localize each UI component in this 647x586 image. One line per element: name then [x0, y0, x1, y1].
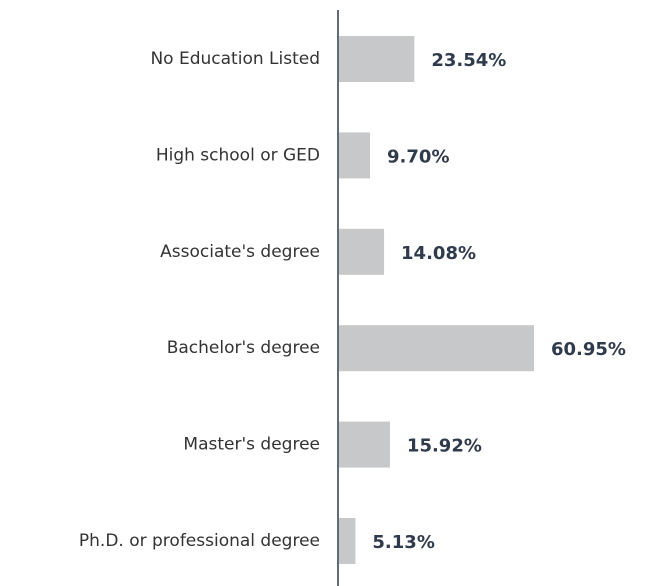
value-label: 5.13%	[372, 532, 434, 553]
value-label: 14.08%	[401, 243, 476, 264]
value-label: 15.92%	[407, 436, 482, 457]
bar	[339, 421, 390, 468]
category-label: Ph.D. or professional degree	[79, 531, 320, 551]
bar	[339, 228, 385, 275]
category-label: Bachelor's degree	[167, 338, 320, 358]
category-label: No Education Listed	[150, 49, 320, 69]
value-label: 60.95%	[551, 339, 626, 360]
category-label: High school or GED	[156, 145, 320, 165]
bar	[339, 36, 415, 82]
bar	[339, 132, 371, 179]
value-label: 9.70%	[387, 146, 449, 167]
bar	[339, 325, 534, 372]
category-label: Master's degree	[183, 435, 320, 455]
category-label: Associate's degree	[160, 242, 320, 262]
value-label: 23.54%	[431, 50, 506, 71]
bar	[339, 518, 356, 564]
